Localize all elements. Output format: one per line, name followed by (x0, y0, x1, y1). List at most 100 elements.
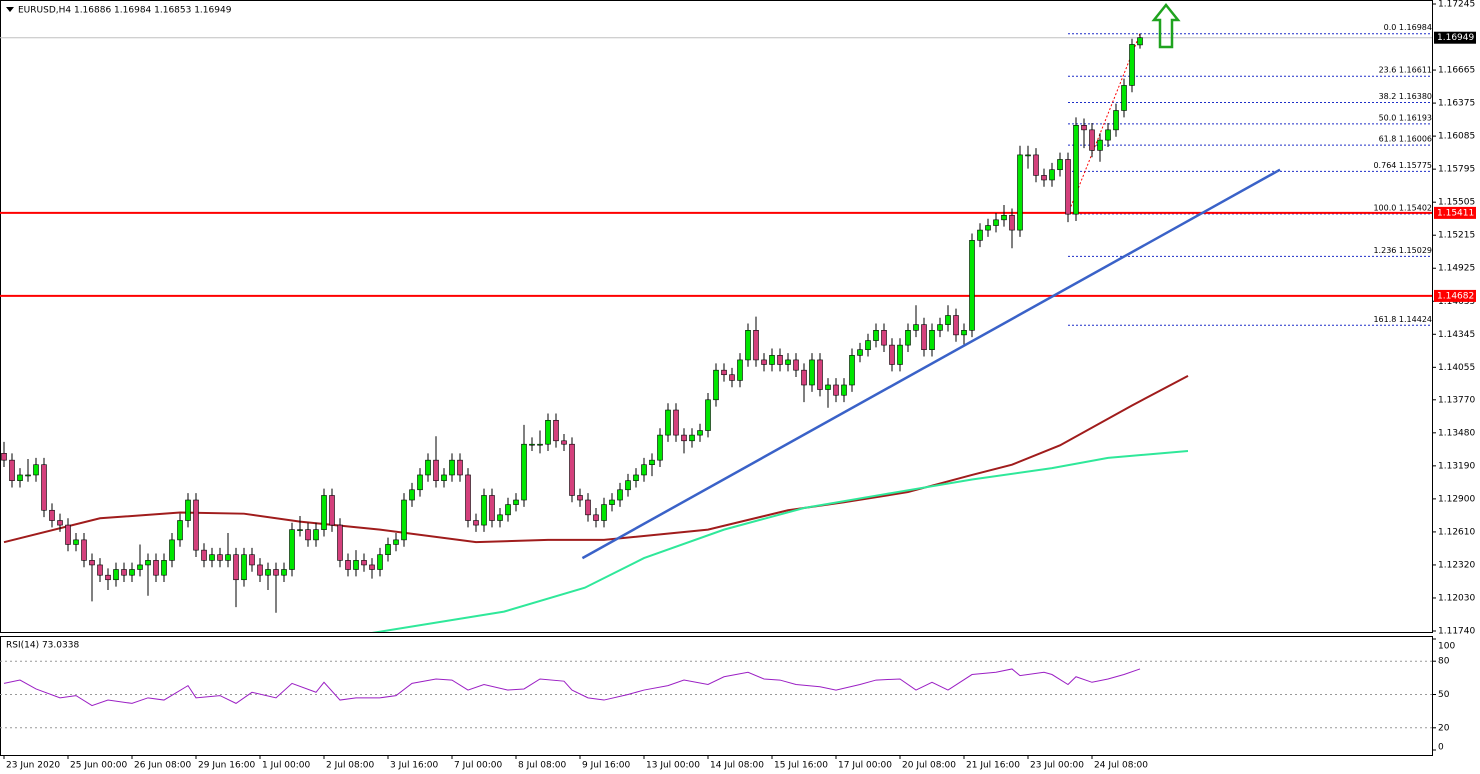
candle-body (705, 399, 711, 431)
candle-body (745, 330, 751, 361)
candle-body (129, 569, 135, 576)
candle-body (769, 355, 775, 365)
x-tick-label: 2 Jul 08:00 (326, 761, 375, 771)
y-tick-label: 1.15795 (1438, 165, 1475, 175)
candle-body (113, 569, 119, 581)
price-box-label: 1.14682 (1437, 291, 1474, 301)
y-tick-label: 1.16085 (1438, 132, 1475, 142)
candle-body (305, 529, 311, 541)
y-tick-label: 1.12320 (1438, 560, 1475, 570)
candle-body (649, 459, 655, 466)
up-arrow (1151, 2, 1181, 49)
y-tick-label: 1.14055 (1438, 363, 1475, 373)
price-panel (0, 0, 1433, 633)
candle-body (609, 499, 615, 505)
candle-body (961, 330, 967, 336)
candle-body (81, 539, 87, 561)
candle-body (1113, 110, 1119, 131)
candle-body (1, 453, 7, 461)
candle-body (121, 569, 127, 576)
price-box (1434, 206, 1476, 219)
x-tick-label: 9 Jul 16:00 (582, 761, 631, 771)
candle-body (361, 560, 367, 566)
candle-body (441, 474, 447, 481)
candle-body (777, 355, 783, 365)
y-tick-label: 1.16375 (1438, 99, 1475, 109)
candle-body (289, 529, 295, 570)
y-tick-label: 1.16665 (1438, 66, 1475, 76)
candle-body (241, 554, 247, 581)
y-tick-label: 1.15215 (1438, 231, 1475, 241)
candle-body (385, 544, 391, 555)
candle-body (169, 539, 175, 561)
candle-body (1049, 169, 1055, 181)
fib-label: 38.2 1.16380 (1379, 92, 1432, 101)
candle-body (17, 474, 23, 481)
price-box (1434, 289, 1476, 302)
candle-body (593, 514, 599, 521)
candle-body (1105, 129, 1111, 141)
candle-body (1097, 139, 1103, 151)
x-tick-label: 15 Jul 16:00 (774, 761, 828, 771)
candle-body (569, 443, 575, 496)
candle-body (1065, 159, 1071, 215)
candle-body (281, 569, 287, 576)
candle-body (225, 554, 231, 561)
candle-body (513, 499, 519, 505)
candle-body (729, 374, 735, 381)
rsi-plot (0, 660, 1432, 729)
menu-triangle (6, 7, 14, 12)
candle-body (617, 489, 623, 501)
candle-body (825, 384, 831, 390)
candle-body (1073, 124, 1079, 215)
y-tick-label: 1.11740 (1438, 627, 1475, 637)
fib-label: 61.8 1.16006 (1379, 135, 1432, 144)
x-tick-label: 17 Jul 00:00 (838, 761, 892, 771)
candle-body (929, 330, 935, 350)
candle-body (897, 344, 903, 365)
candle-body (57, 520, 63, 526)
candle-body (673, 409, 679, 436)
fib-label: 50.0 1.16193 (1379, 113, 1432, 122)
rsi-panel (0, 636, 1433, 756)
y-tick-label: 1.12900 (1438, 494, 1475, 504)
x-tick-label: 13 Jul 00:00 (646, 761, 700, 771)
price-box (1434, 31, 1476, 44)
x-tick-label: 25 Jun 00:00 (70, 761, 127, 771)
fib-label: 23.6 1.16611 (1379, 66, 1432, 75)
y-tick-label: 1.17245 (1438, 0, 1475, 10)
candle-body (25, 474, 31, 477)
candle-body (497, 514, 503, 521)
x-tick-label: 26 Jun 08:00 (134, 761, 191, 771)
candle-body (217, 554, 223, 561)
candle-body (425, 459, 431, 476)
candle-body (625, 480, 631, 491)
candle-body (33, 464, 39, 476)
x-tick-label: 29 Jun 16:00 (198, 761, 255, 771)
fib-label: 161.8 1.14424 (1373, 315, 1432, 324)
rsi-tick-label: 0 (1438, 743, 1444, 753)
y-tick-label: 1.12610 (1438, 527, 1475, 537)
y-tick-label: 1.13480 (1438, 428, 1475, 438)
rsi-label: RSI(14) 73.0338 (6, 641, 79, 651)
rsi-tick-label: 50 (1438, 690, 1450, 700)
candle-body (257, 564, 263, 576)
candle-body (49, 509, 55, 521)
candle-body (721, 369, 727, 376)
candle-body (473, 520, 479, 526)
fib-label: 100.0 1.15402 (1373, 203, 1432, 212)
candle-body (1129, 44, 1135, 86)
x-tick-label: 3 Jul 16:00 (390, 761, 439, 771)
x-tick-label: 20 Jul 08:00 (902, 761, 956, 771)
x-tick-label: 14 Jul 08:00 (710, 761, 764, 771)
candle-body (505, 504, 511, 516)
candle-body (865, 340, 871, 350)
candle-body (889, 344, 895, 365)
candle-body (585, 499, 591, 516)
candle-body (737, 359, 743, 381)
candle-body (969, 240, 975, 331)
candle-body (297, 529, 303, 531)
candle-body (945, 315, 951, 325)
trendline (581, 168, 1281, 560)
